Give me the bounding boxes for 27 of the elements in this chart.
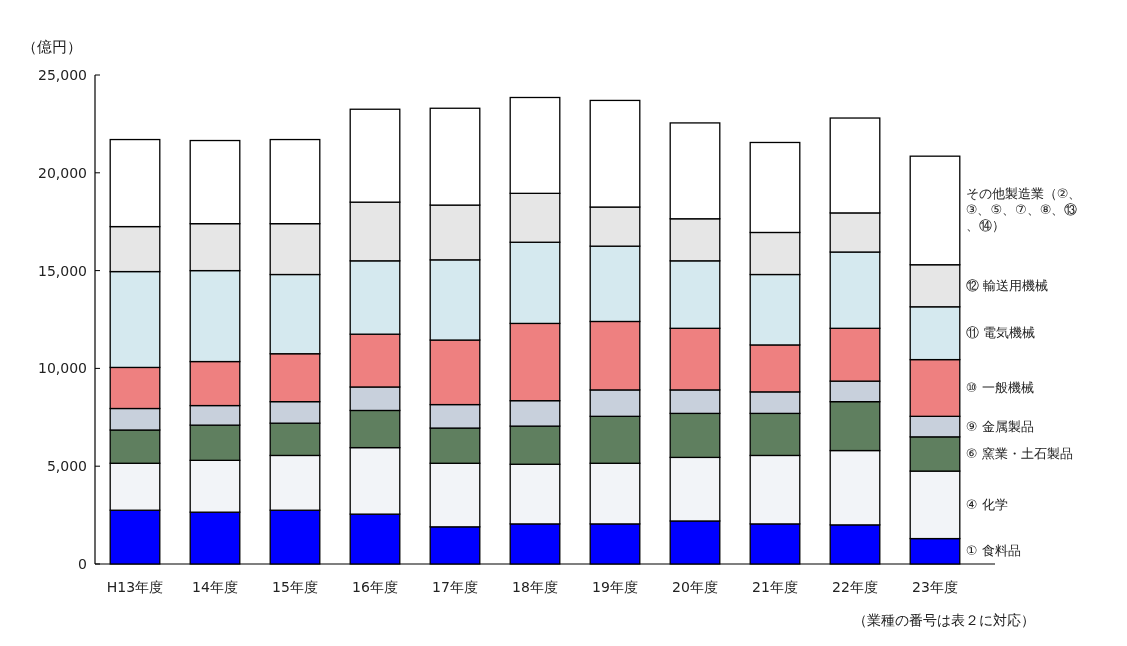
y-tick-label: 25,000 bbox=[38, 67, 87, 83]
series-label: ① 食料品 bbox=[965, 543, 1021, 559]
x-tick-label: 22年度 bbox=[832, 579, 878, 595]
series-label: その他製造業（②、③、⑤、⑦、⑧、⑬、⑭） bbox=[965, 186, 1082, 234]
y-tick-label: 0 bbox=[78, 556, 87, 572]
x-tick-label: 16年度 bbox=[352, 579, 398, 595]
x-tick-label: H13年度 bbox=[106, 579, 164, 595]
series-label: ⑨ 金属製品 bbox=[965, 418, 1034, 434]
x-tick-label: 17年度 bbox=[432, 579, 478, 595]
y-tick-label: 5,000 bbox=[46, 458, 87, 475]
y-tick-label: 10,000 bbox=[38, 360, 87, 377]
x-tick-label: 19年度 bbox=[592, 579, 638, 595]
series-label: ⑥ 窯業・土石製品 bbox=[965, 445, 1073, 461]
y-tick-label: 20,000 bbox=[38, 164, 87, 181]
x-tick-label: 20年度 bbox=[672, 579, 718, 595]
series-label: ⑩ 一般機械 bbox=[965, 379, 1034, 395]
series-label: ⑪ 電気機械 bbox=[965, 325, 1035, 341]
text: （業種の番号は表２に対応） bbox=[853, 612, 1035, 628]
series-label: ⑫ 輸送用機械 bbox=[965, 277, 1048, 293]
x-tick-label: 15年度 bbox=[272, 579, 318, 595]
x-tick-label: 18年度 bbox=[512, 579, 558, 595]
series-label: ④ 化学 bbox=[965, 496, 1008, 512]
x-tick-label: 14年度 bbox=[192, 579, 238, 595]
x-tick-label: 23年度 bbox=[912, 579, 958, 595]
y-tick-label: 15,000 bbox=[38, 262, 87, 279]
y-axis-title: （億円） bbox=[22, 38, 82, 56]
x-tick-label: 21年度 bbox=[752, 579, 798, 595]
